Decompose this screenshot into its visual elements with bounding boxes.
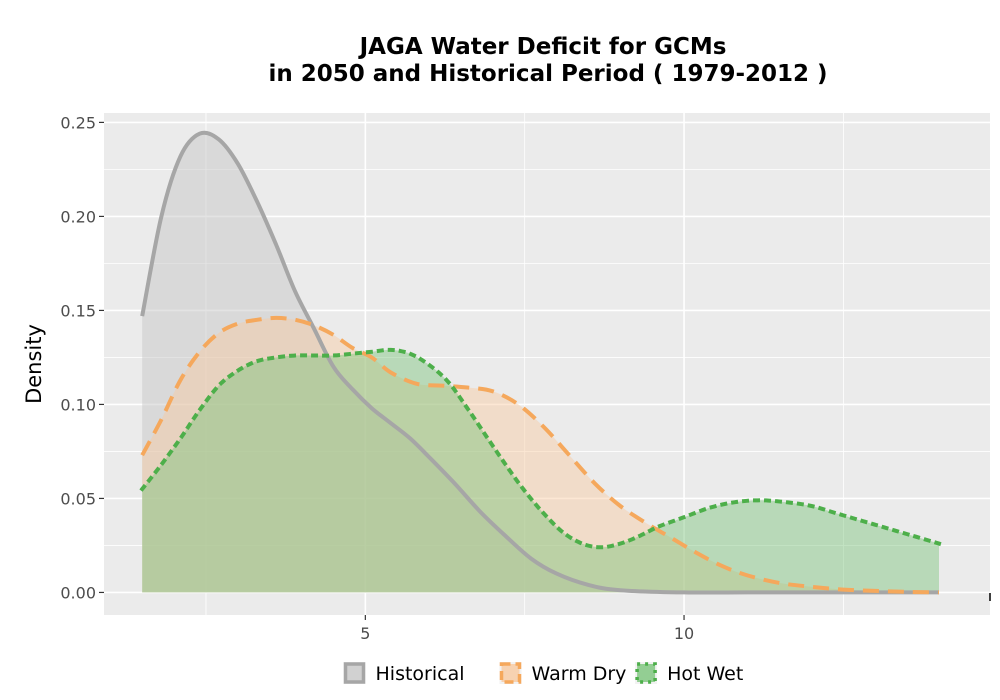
y-tick-label: 0.05 xyxy=(60,489,96,508)
legend-label: Historical xyxy=(376,663,465,685)
legend-key-border xyxy=(499,662,522,684)
legend-key-fill xyxy=(501,664,520,682)
y-tick-label: 0.25 xyxy=(60,113,96,132)
chart-title-line-1: JAGA Water Deficit for GCMs xyxy=(358,34,727,60)
line-warm-dry xyxy=(140,315,940,595)
density-lines xyxy=(139,130,942,595)
y-tick-label: 0.00 xyxy=(60,583,96,602)
x-tick-label: 10 xyxy=(674,624,694,643)
legend-key-fill xyxy=(345,664,364,682)
legend-item-warm-dry: Warm Dry xyxy=(499,662,627,685)
area-hot-wet xyxy=(142,349,939,593)
legend-label: Hot Wet xyxy=(667,663,743,685)
density-areas xyxy=(142,132,939,593)
y-tick-label: 0.10 xyxy=(60,395,96,414)
line-historical xyxy=(140,130,940,595)
y-axis: 0.00 0.05 0.10 0.15 0.20 0.25 xyxy=(60,113,104,602)
legend-label: Warm Dry xyxy=(532,663,627,685)
area-warm-dry xyxy=(142,317,939,593)
x-tick-label: 5 xyxy=(360,624,370,643)
y-tick-label: 0.15 xyxy=(60,301,96,320)
legend-item-historical: Historical xyxy=(343,662,465,685)
y-tick-label: 0.20 xyxy=(60,207,96,226)
legend: Historical Warm Dry Hot Wet xyxy=(343,662,743,685)
legend-key-border xyxy=(635,662,657,684)
x-axis: 5 10 xyxy=(360,615,694,643)
area-historical xyxy=(142,132,939,593)
y-axis-label: Density xyxy=(22,324,46,404)
line-hot-wet xyxy=(139,347,942,550)
legend-key-border xyxy=(343,662,366,684)
legend-item-hot-wet: Hot Wet xyxy=(635,662,743,685)
legend-key-fill xyxy=(637,664,656,682)
chart-title-line-2: in 2050 and Historical Period ( 1979-201… xyxy=(268,61,827,87)
